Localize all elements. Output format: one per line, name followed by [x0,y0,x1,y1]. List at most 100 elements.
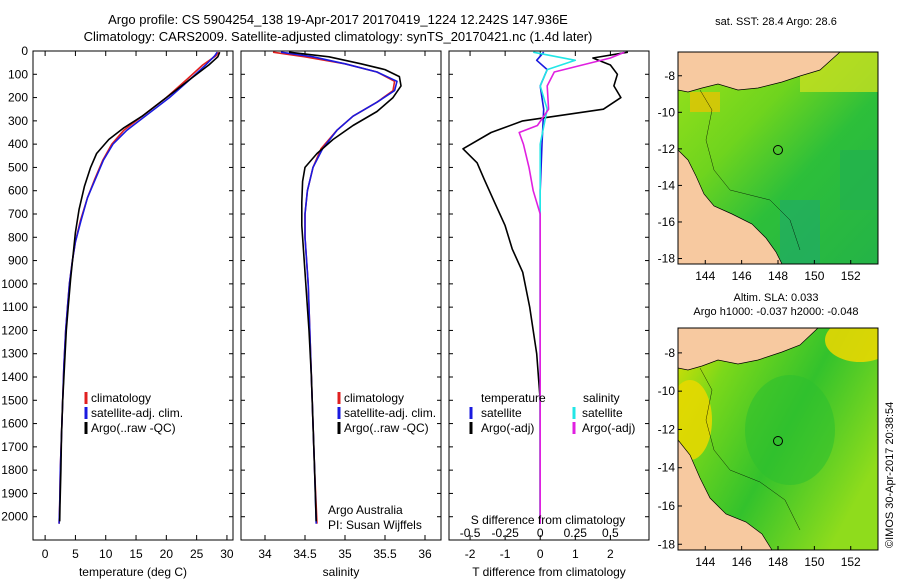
lon-tick-label: 152 [841,269,861,283]
depth-axis: 0 100 200 300 400 500 600 700 800 900 1000 1100 1200… [1,44,649,524]
coastline [678,328,819,371]
s-tick-label: -0.5 [460,526,481,540]
depth-tick-label: 1000 [1,277,28,291]
salinity-panel-frame [240,50,442,541]
lon-tick-label: 148 [768,269,788,283]
series-line-argo-raw-qc- [58,51,221,522]
legend-header-temperature: temperature [481,391,546,405]
depth-tick-label: 300 [8,114,28,128]
lat-tick-label: -12 [658,142,676,156]
new-guinea-land [678,52,840,92]
s-tick-label: 0.5 [602,526,619,540]
lat-tick-label: -16 [658,499,676,513]
temperature-panel-frame [32,50,234,541]
sst-map-title: sat. SST: 28.4 Argo: 28.6 [715,16,837,28]
sst-cool-patch [780,200,820,264]
argo-position-marker [773,436,783,446]
salinity-plot: 34 34.5 35 35.5 36 [258,51,432,561]
sla-map-title-2: Argo h1000: -0.037 h2000: -0.048 [693,306,858,318]
legend-label-climatology: climatology [344,391,404,405]
australia-land [678,440,772,550]
lat-tick-label: -10 [658,105,676,119]
x-tick-label: 34.5 [293,547,317,561]
x-tick-label: 5 [72,547,79,561]
lon-tick-label: 148 [768,555,788,569]
legend-header-salinity: salinity [583,391,620,405]
depth-tick-label: 1100 [2,300,28,314]
lon-tick-label: 146 [732,269,752,283]
s-tick-label: 0.25 [564,526,588,540]
sla-map-axes: 144 146 148 150 152 -8 -10 -12 -14 -16 -18 [658,346,861,569]
depth-tick-label: 700 [8,207,28,221]
x-tick-label: 15 [129,547,143,561]
sla-map-image [678,328,878,550]
sst-warm-patch [690,92,720,112]
temperature-xlabel: temperature (deg C) [79,565,187,579]
legend-label-climatology: climatology [91,391,151,405]
lat-tick-label: -14 [658,461,676,475]
lat-tick-label: -14 [658,178,676,192]
lat-tick-label: -8 [664,346,675,360]
coastline [678,149,783,264]
depth-tick-label: 1700 [1,440,28,454]
s-tick-label: -0.25 [491,526,519,540]
lat-tick-label: -18 [658,537,676,551]
depth-tick-label: 500 [8,160,28,174]
new-guinea-land [678,328,818,370]
bathymetry-contour [699,367,801,531]
legend-label-argo: Argo(..raw -QC) [344,421,429,435]
x-tick-label: 36 [418,547,432,561]
temperature-legend: climatology satellite-adj. clim. Argo(..… [84,391,183,435]
depth-tick-label: 600 [8,184,28,198]
coastline [678,439,773,550]
x-tick-label: 0 [537,547,544,561]
lon-tick-label: 150 [804,555,824,569]
x-tick-label: 35 [338,547,352,561]
s-tick-label: 0 [537,526,544,540]
difference-xlabel: T difference from climatology [472,565,626,579]
x-tick-label: 0 [42,547,49,561]
series-line-t-argo-adj- [462,51,629,524]
difference-panel-frame [448,50,650,541]
lat-tick-label: -12 [658,422,676,436]
lon-tick-label: 144 [695,269,715,283]
australia-land [678,150,782,264]
depth-tick-label: 1500 [1,393,28,407]
series-line-climatology [58,51,220,524]
lat-tick-label: -10 [658,384,676,398]
lat-tick-label: -8 [664,69,675,83]
bathymetry-contour [699,89,801,251]
salinity-xlabel: salinity [323,565,360,579]
sla-high-patch [825,328,878,362]
lon-tick-label: 144 [695,555,715,569]
depth-tick-label: 900 [8,254,28,268]
series-line-satellite-adj-clim- [280,51,398,524]
depth-tick-label: 800 [8,230,28,244]
header-line-1: Argo profile: CS 5904254_138 19-Apr-2017… [108,12,568,27]
depth-tick-label: 0 [21,44,28,58]
x-tick-label: 30 [220,547,234,561]
annotation-pi: PI: Susan Wijffels [328,518,422,532]
lon-tick-label: 146 [732,555,752,569]
difference-legend: temperature salinity satellite Argo(-adj… [469,391,635,435]
depth-tick-label: 2000 [1,510,28,524]
series-line-s-argo-adj- [518,51,625,524]
sla-low-patch [745,375,835,485]
sst-map-axes: 144 146 148 150 152 -8 -10 -12 -14 -16 -18 [658,69,861,283]
annotation-institution: Argo Australia [328,503,403,517]
depth-tick-label: 100 [8,67,28,81]
lat-tick-label: -18 [658,252,676,266]
difference-plot: -2 -1 0 1 2 -0.5 -0.25 0 0.25 0.5 [460,51,629,561]
header-line-2: Climatology: CARS2009. Satellite-adjuste… [84,29,593,44]
x-tick-label: 20 [160,547,174,561]
legend-label-s-argo: Argo(-adj) [582,421,635,435]
s-difference-axis-label: S difference from climatology [471,513,626,527]
series-line-argo-raw-qc- [288,51,402,522]
depth-tick-label: 1900 [1,486,28,500]
sla-map-title-1: Altim. SLA: 0.033 [734,292,819,304]
depth-tick-label: 1300 [1,347,28,361]
x-tick-label: -1 [500,547,511,561]
legend-label-satellite: satellite-adj. clim. [344,406,436,420]
x-tick-label: 25 [190,547,204,561]
